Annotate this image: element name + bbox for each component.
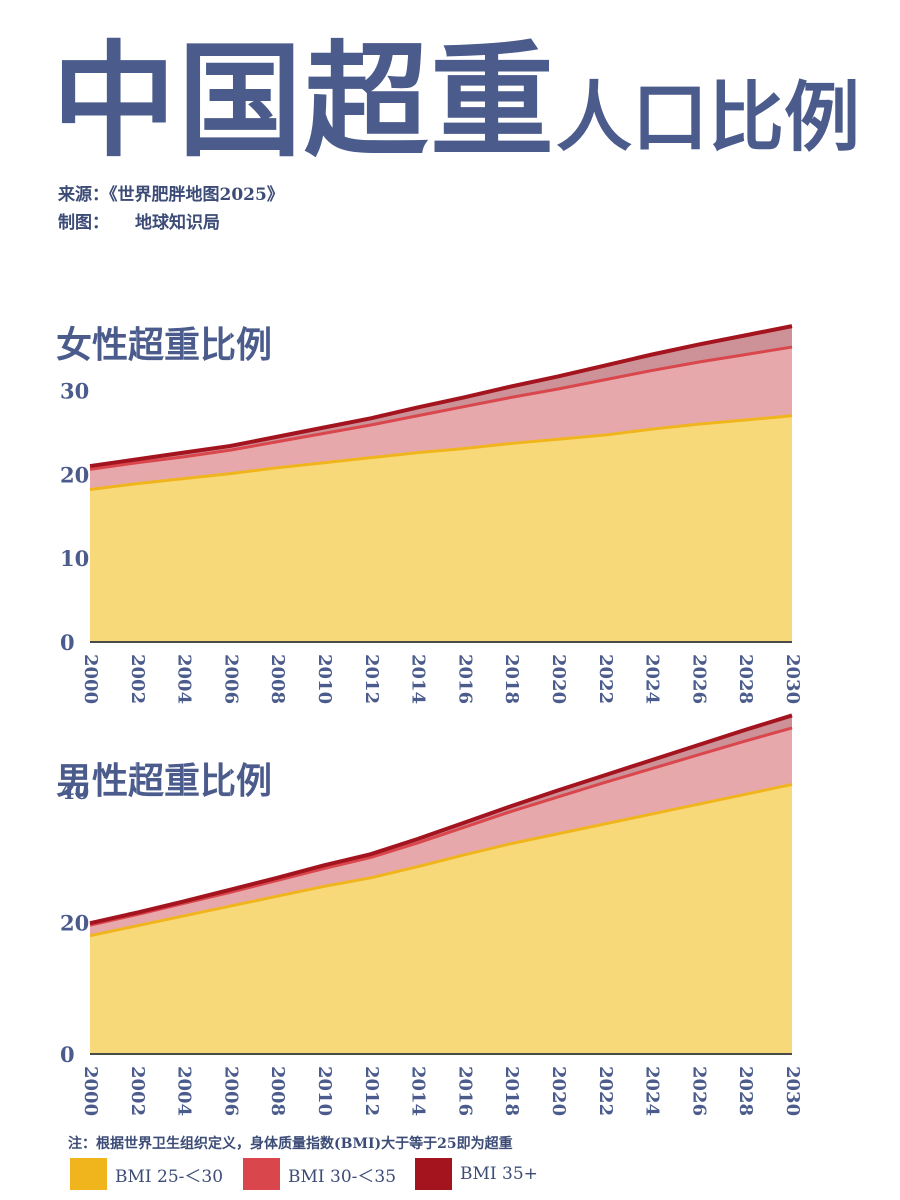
female-x-tick-label: 2000 [80,654,101,704]
credit-value: 地球知识局 [135,213,220,233]
male-line-bmi-30-35 [89,726,793,927]
male-x-tick-label: 2018 [501,1066,522,1116]
female-x-tick-label: 2012 [361,654,382,704]
male-x-tick-label: 2004 [174,1066,195,1116]
male-y-tick-label: 20 [60,911,89,936]
female-x-tick-label: 2026 [688,654,709,704]
female-x-tick-label: 2004 [174,654,195,704]
legend-item-bmi-30-35: BMI 30-＜35 [243,1158,396,1190]
female-y-tick-label: 20 [60,462,89,487]
male-x-tick-label: 2026 [688,1066,709,1116]
female-x-tick-label: 2018 [501,654,522,704]
legend-swatch-bmi-30-35 [243,1158,280,1190]
legend: BMI 25-＜30 BMI 30-＜35 BMI 35+ [70,1158,890,1190]
legend-swatch-bmi-35-plus [415,1158,452,1190]
male-line-bmi-35-plus [89,713,793,926]
female-area-bmi-25-30 [90,415,792,642]
female-y-tick-label: 10 [60,546,89,571]
female-x-tick-label: 2016 [454,654,475,704]
male-line-bmi-25-30 [89,782,793,938]
female-line-bmi-25-30 [89,414,793,492]
female-x-tick-label: 2024 [642,654,663,704]
female-x-tick-label: 2020 [548,654,569,704]
page-title: 中国超重人口比例 [52,40,860,164]
female-x-tick-label: 2014 [408,654,429,704]
credit-line: 制图： 地球知识局 [58,208,220,233]
legend-label-bmi-30-35: BMI 30-＜35 [288,1166,397,1187]
female-x-tick-label: 2002 [127,654,148,704]
male-y-tick-label: 0 [60,1042,75,1067]
female-line-bmi-30-35 [89,345,793,471]
male-x-tick-label: 2012 [361,1066,382,1116]
female-x-tick-label: 2008 [267,654,288,704]
male-x-tick-label: 2006 [220,1066,241,1116]
female-x-tick-label: 2028 [735,654,756,704]
male-x-tick-label: 2016 [454,1066,475,1116]
female-x-tick-label: 2006 [220,654,241,704]
female-chart-title: 女性超重比例 [56,324,273,366]
legend-label-bmi-35-plus: BMI 35+ [460,1164,538,1184]
legend-item-bmi-25-30: BMI 25-＜30 [70,1158,223,1190]
definition-note: 注：根据世界卫生组织定义，身体质量指数(BMI)大于等于25即为超重 [68,1136,513,1152]
male-x-tick-label: 2030 [782,1066,803,1116]
male-x-tick-label: 2008 [267,1066,288,1116]
female-y-tick-label: 0 [60,630,75,655]
female-line-bmi-35-plus [89,324,793,469]
male-x-tick-label: 2002 [127,1066,148,1116]
male-x-tick-label: 2020 [548,1066,569,1116]
credit-label: 制图： [58,213,109,233]
male-x-tick-label: 2022 [595,1066,616,1116]
male-y-tick-label: 40 [60,779,89,804]
female-x-tick-label: 2010 [314,654,335,704]
female-x-tick-label: 2022 [595,654,616,704]
female-y-tick-label: 30 [60,379,89,404]
male-chart-title: 男性超重比例 [56,760,273,802]
male-x-tick-label: 2010 [314,1066,335,1116]
legend-label-bmi-25-30: BMI 25-＜30 [115,1166,224,1187]
source-line: 来源：《世界肥胖地图2025》 [58,185,284,205]
male-x-tick-label: 2014 [408,1066,429,1116]
title-main: 中国超重 [52,29,557,174]
male-x-tick-label: 2028 [735,1066,756,1116]
male-area-bmi-25-30 [90,784,792,1054]
male-x-tick-label: 2024 [642,1066,663,1116]
female-area-bmi-30-35 [90,347,792,490]
legend-item-bmi-35-plus: BMI 35+ [415,1158,538,1190]
legend-swatch-bmi-25-30 [70,1158,107,1190]
male-x-tick-label: 2000 [80,1066,101,1116]
female-x-tick-label: 2030 [782,654,803,704]
title-secondary: 人口比例 [556,73,861,162]
